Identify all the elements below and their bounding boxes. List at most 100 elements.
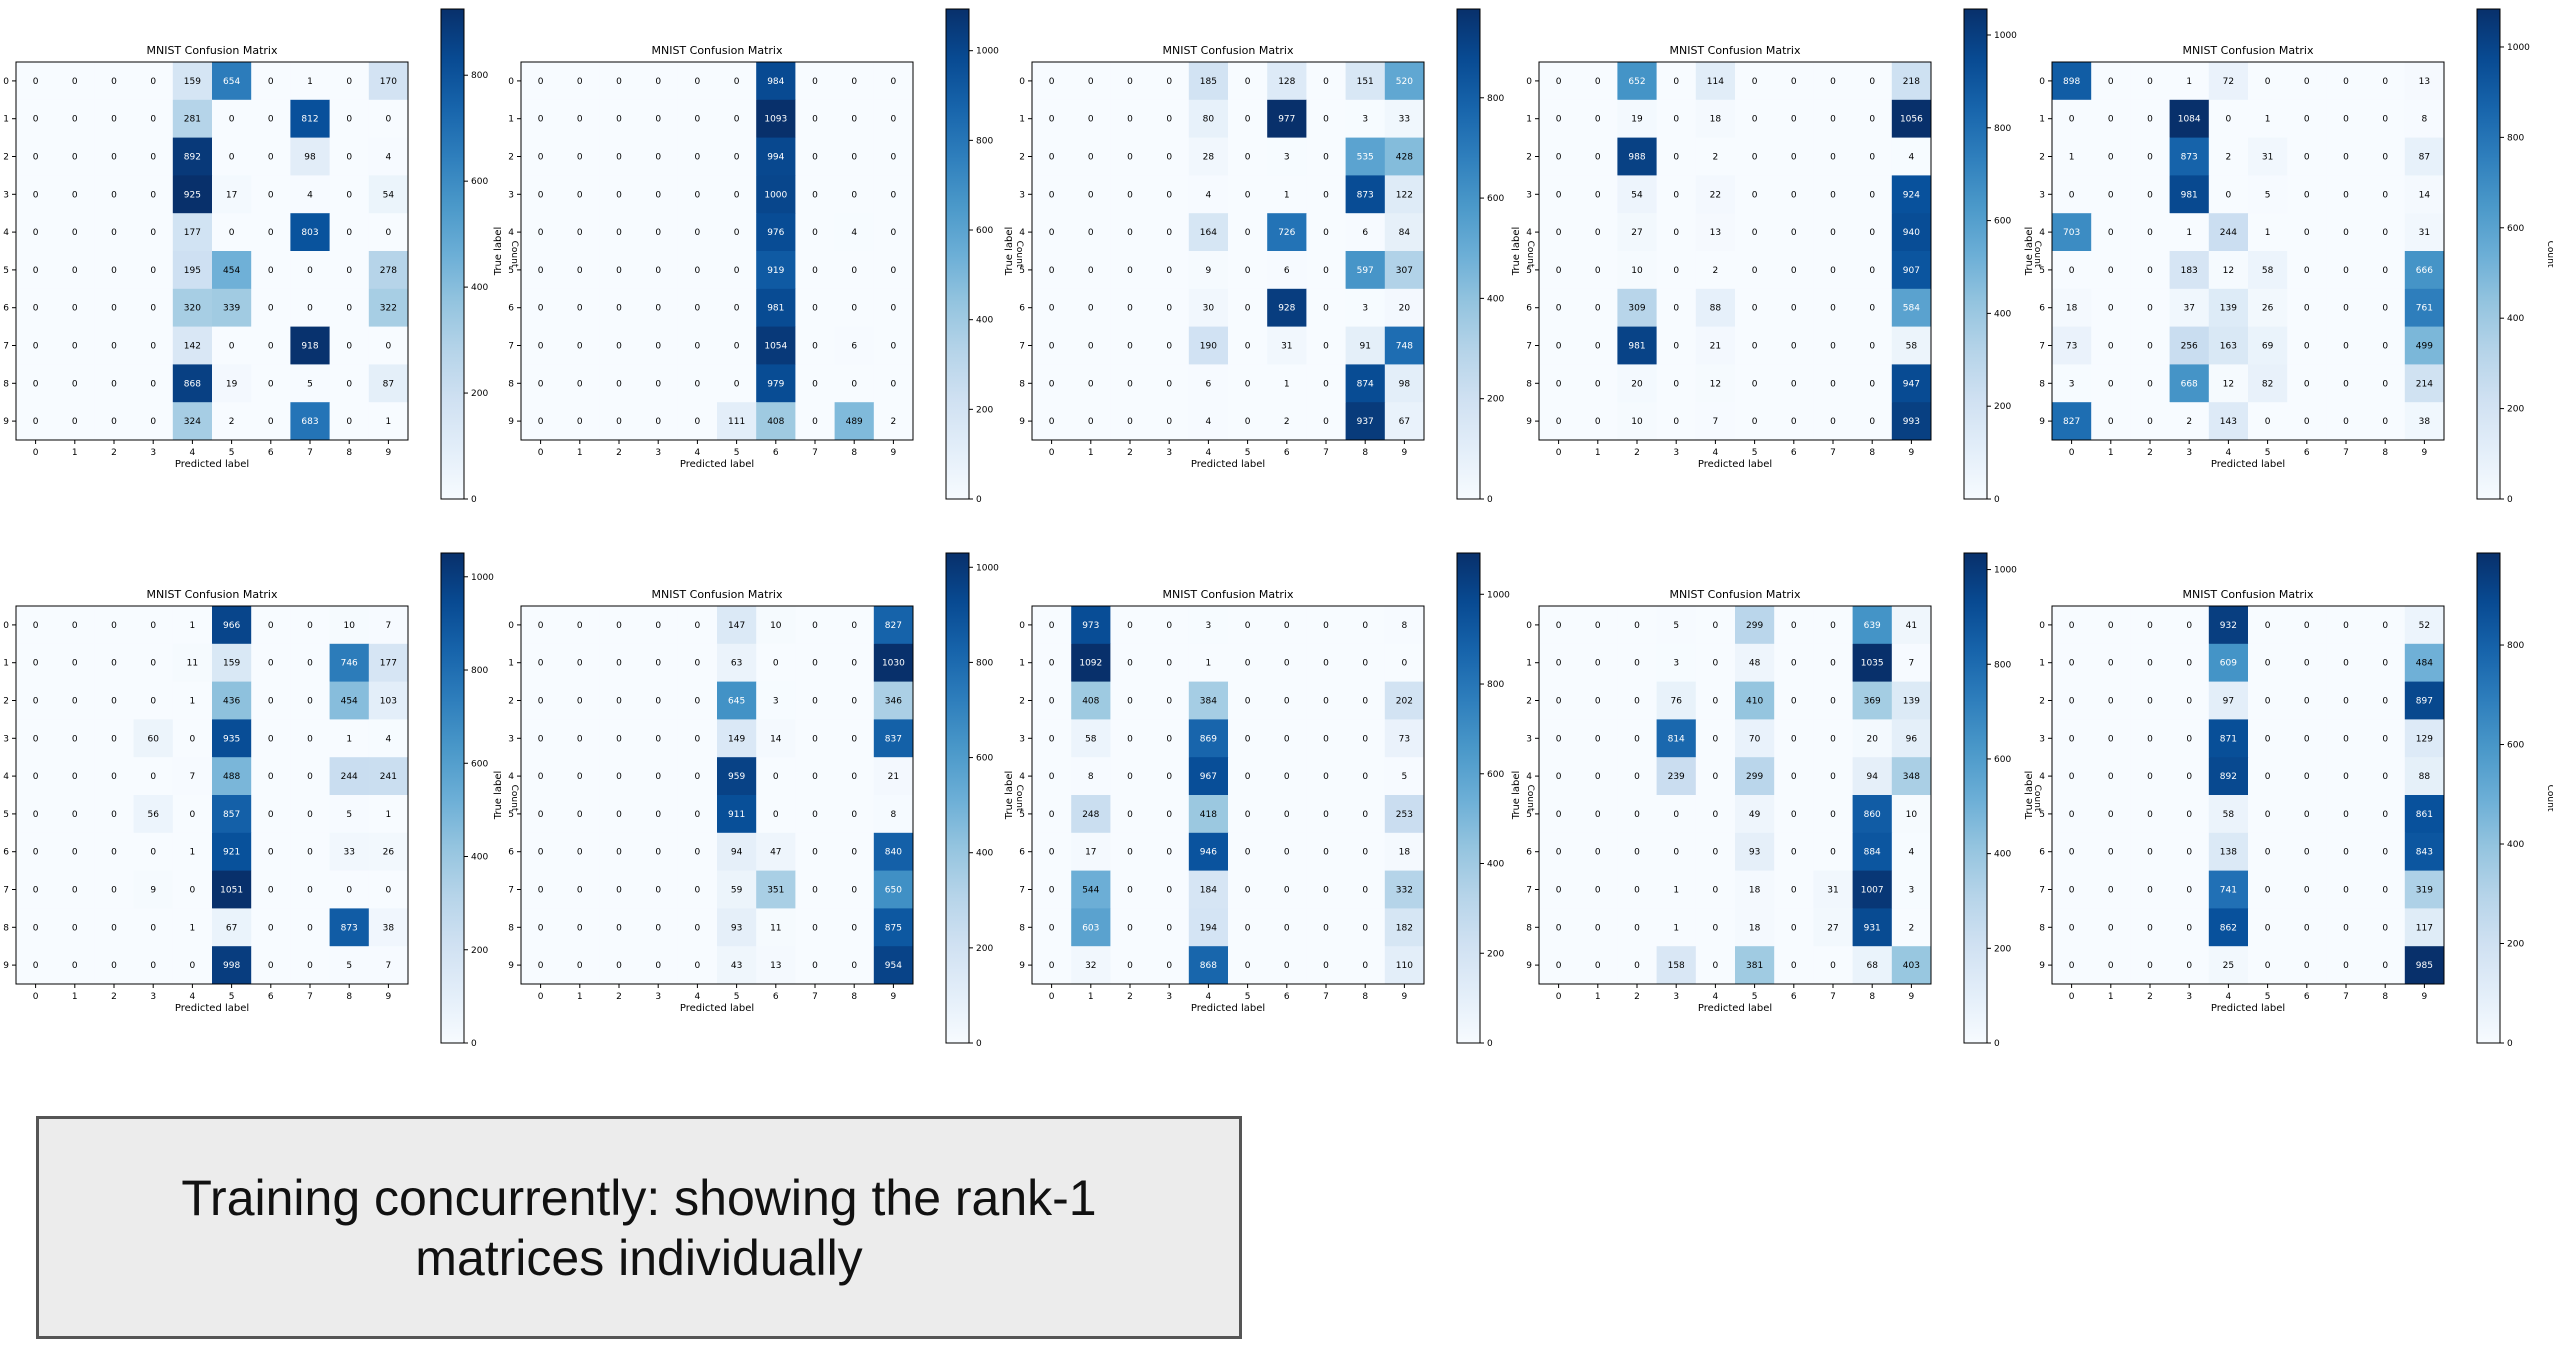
cell-value: 0 bbox=[1284, 734, 1290, 744]
y-tick-label: 3 bbox=[2039, 734, 2045, 744]
x-tick-label: 9 bbox=[1909, 992, 1915, 1002]
cell-value: 0 bbox=[1752, 417, 1758, 427]
cell-value: 0 bbox=[268, 697, 274, 707]
cell-value: 683 bbox=[301, 417, 318, 427]
colorbar-tick-label: 200 bbox=[471, 946, 488, 956]
x-tick-label: 8 bbox=[2382, 992, 2388, 1002]
cell-value: 14 bbox=[770, 734, 782, 744]
cell-value: 645 bbox=[728, 697, 745, 707]
heatmap-cell bbox=[1110, 364, 1150, 403]
chart-title: MNIST Confusion Matrix bbox=[2182, 44, 2313, 57]
cell-value: 0 bbox=[1713, 848, 1719, 858]
cell-value: 2 bbox=[1909, 923, 1915, 933]
x-tick-label: 0 bbox=[1556, 992, 1562, 1002]
cell-value: 0 bbox=[1556, 621, 1562, 631]
cell-value: 58 bbox=[1085, 734, 1097, 744]
cell-value: 0 bbox=[2343, 342, 2349, 352]
cell-value: 0 bbox=[1127, 961, 1133, 971]
cell-value: 935 bbox=[223, 734, 240, 744]
cell-value: 0 bbox=[1791, 417, 1797, 427]
heatmap-cell bbox=[1267, 288, 1307, 327]
y-tick-label: 7 bbox=[1019, 342, 1025, 352]
cell-value: 0 bbox=[1245, 659, 1251, 669]
x-tick-label: 3 bbox=[1673, 448, 1679, 458]
heatmap-cell bbox=[1345, 251, 1386, 290]
cell-value: 0 bbox=[812, 417, 818, 427]
cell-value: 0 bbox=[851, 190, 857, 200]
cell-value: 408 bbox=[1082, 697, 1099, 707]
heatmap-cell bbox=[1110, 99, 1150, 138]
cell-value: 0 bbox=[891, 77, 897, 87]
cell-value: 0 bbox=[1362, 734, 1368, 744]
cell-value: 309 bbox=[1628, 304, 1645, 314]
cell-value: 10 bbox=[343, 621, 355, 631]
colorbar-tick-label: 400 bbox=[471, 283, 488, 293]
cell-value: 0 bbox=[1556, 266, 1562, 276]
cell-value: 0 bbox=[1402, 659, 1408, 669]
heatmap-cell bbox=[133, 326, 174, 365]
cell-value: 973 bbox=[1082, 621, 1099, 631]
cell-value: 82 bbox=[2262, 379, 2273, 389]
cell-value: 84 bbox=[1399, 228, 1411, 238]
cell-value: 0 bbox=[2304, 810, 2310, 820]
heatmap-cell bbox=[1149, 402, 1190, 441]
colorbar-tick-label: 800 bbox=[471, 71, 488, 81]
x-axis-label: Predicted label bbox=[2211, 459, 2285, 470]
x-tick-label: 1 bbox=[2108, 992, 2114, 1002]
cell-value: 0 bbox=[2069, 886, 2075, 896]
cell-value: 1 bbox=[1284, 379, 1290, 389]
cell-value: 0 bbox=[1127, 810, 1133, 820]
heatmap-cell bbox=[1384, 402, 1425, 441]
cell-value: 0 bbox=[695, 190, 701, 200]
x-tick-label: 3 bbox=[2186, 992, 2192, 1002]
heatmap-cell bbox=[834, 251, 875, 290]
cell-value: 0 bbox=[1323, 190, 1329, 200]
cell-value: 0 bbox=[1595, 190, 1601, 200]
chart-title: MNIST Confusion Matrix bbox=[2182, 588, 2313, 601]
heatmap-cell bbox=[212, 364, 252, 403]
heatmap-cell bbox=[1384, 99, 1425, 138]
cell-value: 54 bbox=[383, 190, 395, 200]
cell-value: 0 bbox=[577, 379, 583, 389]
cell-value: 0 bbox=[2186, 923, 2192, 933]
cell-value: 0 bbox=[1556, 153, 1562, 163]
heatmap-cell bbox=[329, 175, 370, 214]
cell-value: 0 bbox=[2108, 848, 2114, 858]
cell-value: 0 bbox=[655, 115, 661, 125]
x-tick-label: 5 bbox=[734, 448, 740, 458]
heatmap-cell bbox=[795, 402, 835, 441]
cell-value: 0 bbox=[695, 734, 701, 744]
cell-value: 746 bbox=[341, 659, 358, 669]
heatmap-cell bbox=[795, 364, 835, 403]
cell-value: 0 bbox=[2108, 266, 2114, 276]
cell-value: 0 bbox=[577, 810, 583, 820]
cell-value: 202 bbox=[1396, 697, 1413, 707]
cell-value: 70 bbox=[1749, 734, 1761, 744]
cell-value: 8 bbox=[1088, 772, 1094, 782]
cell-value: 0 bbox=[1127, 77, 1133, 87]
y-tick-label: 2 bbox=[508, 697, 514, 707]
y-tick-label: 1 bbox=[3, 659, 9, 669]
cell-value: 0 bbox=[577, 697, 583, 707]
cell-value: 0 bbox=[1245, 417, 1251, 427]
cell-value: 0 bbox=[2304, 961, 2310, 971]
y-tick-label: 0 bbox=[1019, 621, 1025, 631]
cell-value: 47 bbox=[770, 848, 781, 858]
cell-value: 0 bbox=[734, 190, 740, 200]
cell-value: 183 bbox=[2181, 266, 2198, 276]
x-tick-label: 3 bbox=[1166, 448, 1172, 458]
cell-value: 2 bbox=[891, 417, 897, 427]
cell-value: 5 bbox=[346, 810, 352, 820]
heatmap-cell bbox=[290, 364, 330, 403]
heatmap-cell bbox=[1695, 137, 1736, 176]
colorbar bbox=[1963, 8, 1988, 500]
heatmap-cell bbox=[1852, 251, 1893, 290]
cell-value: 18 bbox=[1710, 115, 1722, 125]
cell-value: 0 bbox=[229, 153, 235, 163]
cell-value: 0 bbox=[1362, 659, 1368, 669]
cell-value: 0 bbox=[2265, 810, 2271, 820]
cell-value: 0 bbox=[773, 659, 779, 669]
cell-value: 520 bbox=[1396, 77, 1413, 87]
x-tick-label: 8 bbox=[1869, 448, 1875, 458]
cell-value: 0 bbox=[2265, 886, 2271, 896]
